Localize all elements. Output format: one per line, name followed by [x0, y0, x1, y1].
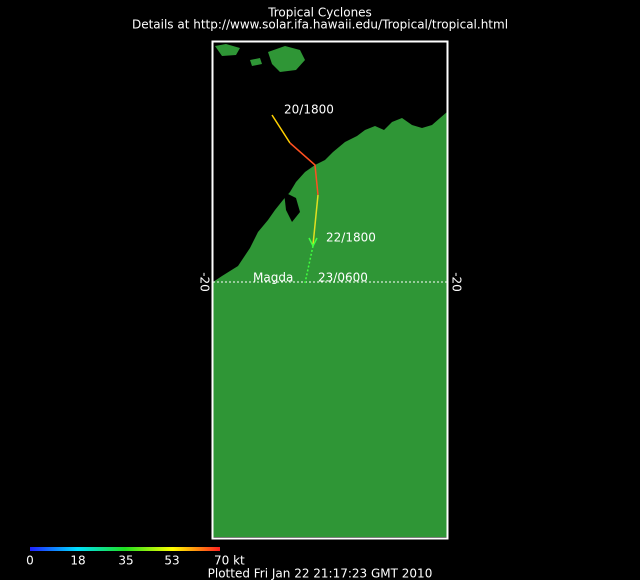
title: Tropical Cyclones	[267, 6, 372, 20]
track-label: 22/1800	[326, 231, 376, 245]
track-label: 23/0600	[318, 271, 368, 285]
track-segment	[289, 142, 319, 196]
track-segment	[312, 194, 319, 246]
color-bar	[30, 547, 220, 551]
map-frame	[211, 40, 449, 540]
intensity-legend: 0 18 35 53 70 kt	[26, 547, 245, 568]
map-area: 20/1800 22/1800 Magda 23/0600 -20 -20	[198, 40, 464, 540]
islands	[215, 44, 305, 72]
legend-tick: 18	[70, 554, 85, 568]
latitude-label: -20	[450, 272, 464, 292]
track-label: 20/1800	[284, 103, 334, 117]
legend-tick: 70 kt	[214, 554, 245, 568]
latitude-label: -20	[198, 272, 212, 292]
details-url: Details at http://www.solar.ifa.hawaii.e…	[132, 18, 508, 32]
plotted-time: Plotted Fri Jan 22 21:17:23 GMT 2010	[208, 567, 433, 580]
storm-name: Magda	[253, 271, 293, 285]
gulf	[284, 192, 300, 222]
legend-tick: 0	[26, 554, 34, 568]
track-segment	[271, 114, 291, 144]
land	[213, 112, 447, 537]
legend-tick: 35	[118, 554, 133, 568]
legend-tick: 53	[164, 554, 179, 568]
